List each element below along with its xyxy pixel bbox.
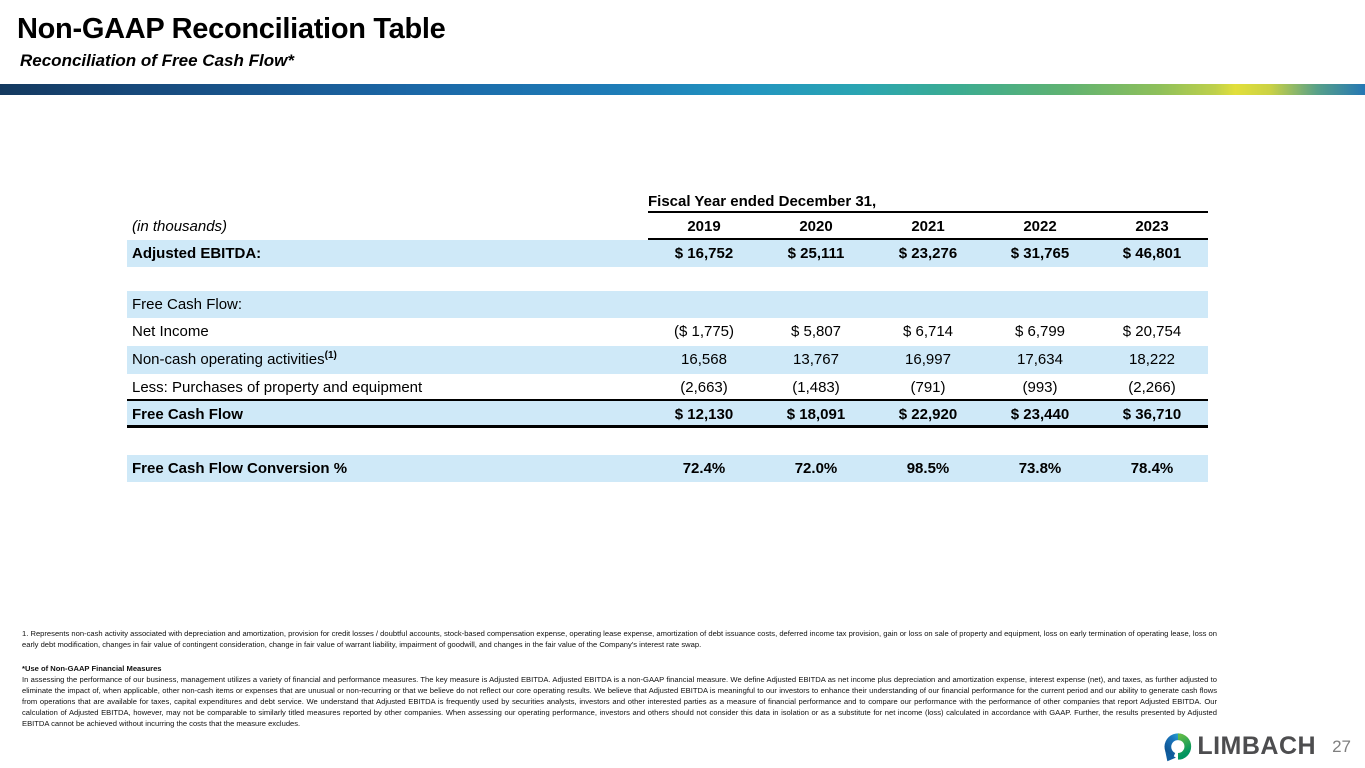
- value-cell: $ 31,765: [1010, 245, 1070, 262]
- column-header-2023: 2023: [1135, 218, 1169, 235]
- fiscal-year-span-header: Fiscal Year ended December 31,: [648, 190, 1208, 213]
- table-spacer-row: [127, 428, 1208, 455]
- value-cell: 72.0%: [794, 460, 838, 477]
- limbach-logo-icon: [1164, 733, 1192, 762]
- value-cell: 98.5%: [906, 460, 950, 477]
- value-cell: 16,568: [681, 351, 727, 368]
- spacer-cell: [127, 190, 648, 213]
- value-cell: $ 36,710: [1122, 406, 1182, 423]
- row-label: Free Cash Flow: [132, 406, 243, 423]
- value-cell: 18,222: [1129, 351, 1175, 368]
- row-label: Free Cash Flow:: [132, 296, 243, 313]
- reconciliation-table: Fiscal Year ended December 31, (in thous…: [127, 190, 1208, 482]
- limbach-logo: LIMBACH: [1163, 731, 1316, 762]
- value-cell: 73.8%: [1018, 460, 1062, 477]
- row-label: Net Income: [132, 323, 209, 340]
- table-spacer-row: [127, 267, 1208, 291]
- table-row-less-purchases: Less: Purchases of property and equipmen…: [127, 374, 1208, 401]
- unit-label: (in thousands): [132, 218, 228, 235]
- table-row-fcf-conversion: Free Cash Flow Conversion % 72.4% 72.0% …: [127, 455, 1208, 482]
- footnote-reference-1: (1): [324, 350, 337, 361]
- value-cell: ($ 1,775): [673, 323, 735, 340]
- row-label: Adjusted EBITDA:: [132, 245, 262, 262]
- value-cell: $ 12,130: [674, 406, 734, 423]
- column-header-2022: 2022: [1023, 218, 1057, 235]
- column-header-2020: 2020: [799, 218, 833, 235]
- page-title: Non-GAAP Reconciliation Table: [17, 13, 446, 45]
- value-cell: $ 22,920: [898, 406, 958, 423]
- value-cell: 17,634: [1017, 351, 1063, 368]
- table-row-adjusted-ebitda: Adjusted EBITDA: $ 16,752 $ 25,111 $ 23,…: [127, 240, 1208, 267]
- page-number: 27: [1332, 736, 1351, 756]
- footnote-gaap-body: In assessing the performance of our busi…: [22, 675, 1217, 728]
- column-header-2019: 2019: [687, 218, 721, 235]
- value-cell: (2,663): [680, 379, 728, 396]
- row-label: Non-cash operating activities(1): [132, 350, 337, 369]
- row-label: Less: Purchases of property and equipmen…: [132, 379, 423, 396]
- footnote-gaap-header: *Use of Non-GAAP Financial Measures: [22, 664, 162, 673]
- value-cell: 78.4%: [1130, 460, 1174, 477]
- value-cell: $ 23,276: [898, 245, 958, 262]
- value-cell: 13,767: [793, 351, 839, 368]
- table-row-net-income: Net Income ($ 1,775) $ 5,807 $ 6,714 $ 6…: [127, 318, 1208, 346]
- value-cell: $ 23,440: [1010, 406, 1070, 423]
- value-cell: 72.4%: [682, 460, 726, 477]
- value-cell: $ 5,807: [790, 323, 842, 340]
- value-cell: (2,266): [1128, 379, 1176, 396]
- value-cell: $ 25,111: [787, 245, 845, 262]
- table-row-free-cash-flow-section: Free Cash Flow:: [127, 291, 1208, 318]
- value-cell: $ 46,801: [1122, 245, 1182, 262]
- slide-footer: LIMBACH 27: [1163, 731, 1351, 762]
- value-cell: $ 16,752: [674, 245, 734, 262]
- table-year-header-row: (in thousands) 2019 2020 2021 2022 2023: [127, 213, 1208, 240]
- value-cell: 16,997: [905, 351, 951, 368]
- value-cell: $ 6,799: [1014, 323, 1066, 340]
- value-cell: $ 20,754: [1122, 323, 1182, 340]
- table-row-free-cash-flow-total: Free Cash Flow $ 12,130 $ 18,091 $ 22,92…: [127, 401, 1208, 428]
- row-label: Free Cash Flow Conversion %: [132, 460, 348, 477]
- value-cell: (791): [910, 379, 946, 396]
- table-span-header-row: Fiscal Year ended December 31,: [127, 190, 1208, 213]
- footnotes-section: 1. Represents non-cash activity associat…: [22, 628, 1217, 729]
- table-row-non-cash-operating-activities: Non-cash operating activities(1) 16,568 …: [127, 346, 1208, 374]
- page-subtitle: Reconciliation of Free Cash Flow*: [20, 51, 294, 70]
- value-cell: $ 18,091: [786, 406, 846, 423]
- limbach-logo-text: LIMBACH: [1197, 732, 1317, 760]
- column-header-2021: 2021: [911, 218, 945, 235]
- value-cell: (993): [1022, 379, 1058, 396]
- footnote-1: 1. Represents non-cash activity associat…: [22, 629, 1217, 649]
- divider-gradient-bar: [0, 84, 1365, 95]
- value-cell: $ 6,714: [902, 323, 954, 340]
- value-cell: (1,483): [792, 379, 840, 396]
